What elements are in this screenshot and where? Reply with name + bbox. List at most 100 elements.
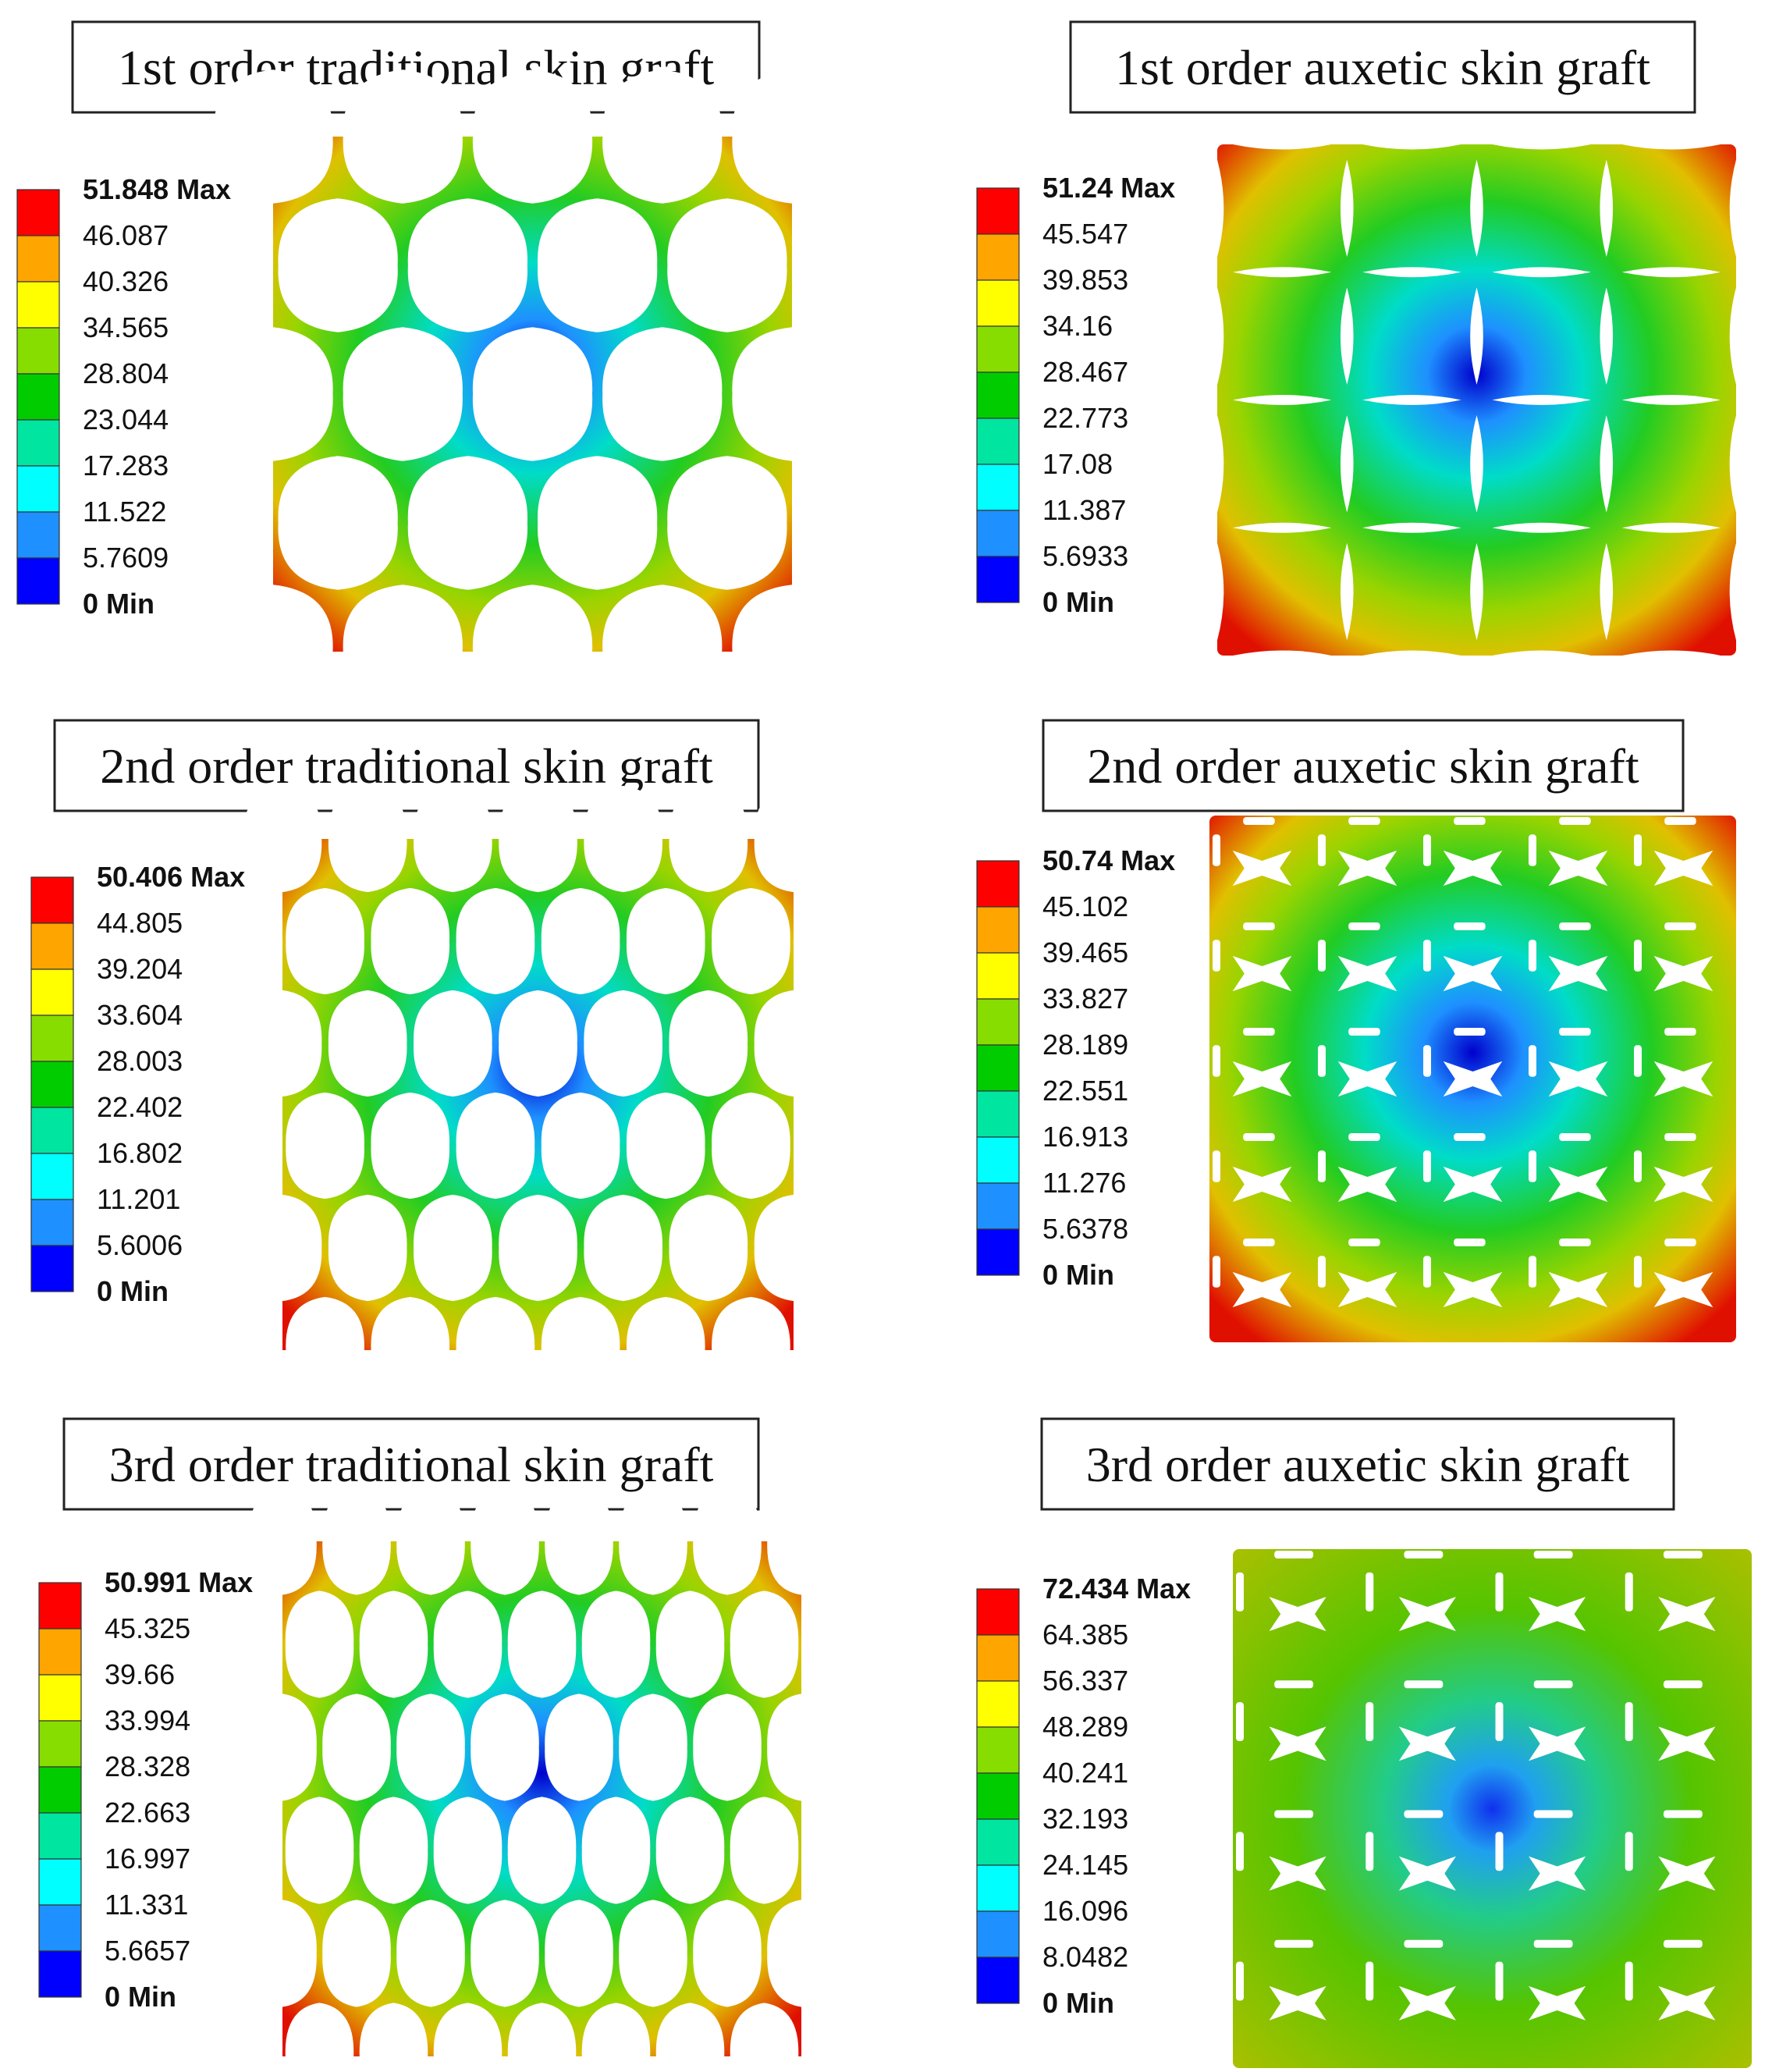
graft-cuts (1236, 1551, 1716, 2020)
lattice-hole (286, 1092, 364, 1199)
cut-slit (1729, 287, 1743, 385)
legend-label: 50.406 Max (97, 861, 245, 893)
legend-label: 28.003 (97, 1045, 183, 1077)
legend-label: 17.08 (1042, 448, 1113, 480)
legend-label: 22.402 (97, 1091, 183, 1123)
lattice-hole (285, 1590, 354, 1698)
lattice-hole (537, 456, 658, 590)
legend-label: 22.663 (105, 1797, 190, 1829)
legend-swatch (976, 187, 1020, 235)
lattice-hole (655, 2003, 725, 2072)
lattice-hole (545, 1900, 613, 2007)
lattice-hole (507, 1797, 577, 1904)
legend: 72.434 Max 64.385 56.337 48.289 40.241 32.193… (976, 1573, 1191, 2019)
legend-swatch (16, 511, 60, 559)
legend-label: 0 Min (97, 1275, 169, 1307)
cut-slit (1454, 1028, 1486, 1036)
cut-slit (1362, 394, 1461, 406)
graft-render (243, 785, 833, 1404)
cut-star (1443, 850, 1503, 887)
lattice-hole (472, 327, 593, 461)
cut-slit (1236, 1702, 1244, 1742)
legend-label: 17.283 (83, 450, 169, 482)
cut-slit (1533, 1680, 1573, 1689)
legend-label: 28.467 (1042, 356, 1128, 388)
cut-slit (1495, 1702, 1504, 1742)
graft-render (1233, 1549, 1752, 2068)
cut-slit (1634, 834, 1642, 866)
cut-slit (1559, 922, 1591, 930)
graft-field (1233, 1549, 1752, 2068)
lattice-hole (343, 327, 463, 461)
legend-swatch (976, 952, 1020, 1000)
cut-slit (1729, 670, 1743, 769)
cut-slit (1470, 287, 1483, 385)
graft-field (1217, 144, 1736, 656)
cut-slit (1365, 1702, 1374, 1742)
legend-label: 8.0482 (1042, 1941, 1128, 1973)
legend-label: 0 Min (1042, 1259, 1114, 1291)
cut-slit (1559, 817, 1591, 825)
cut-star (1398, 1856, 1456, 1891)
legend: 50.74 Max 45.102 39.465 33.827 28.189 22.551 1… (976, 844, 1175, 1291)
cut-slit (1495, 1832, 1504, 1871)
legend-swatch (976, 556, 1020, 603)
panel-5: 3rd order traditional skin graft 50.991 M… (38, 1417, 836, 2072)
legend-swatch (976, 233, 1020, 281)
cut-star (1337, 1166, 1397, 1203)
legend-label: 48.289 (1042, 1711, 1128, 1743)
legend: 51.848 Max 46.087 40.326 34.565 28.804 23.044… (16, 173, 231, 620)
legend-label: 0 Min (1042, 586, 1114, 618)
cut-slit (1232, 139, 1332, 150)
legend-swatch (976, 1726, 1020, 1774)
legend-swatch (976, 1680, 1020, 1728)
legend-label: 32.193 (1042, 1803, 1128, 1835)
legend-swatch (16, 189, 60, 236)
cut-slit (1492, 394, 1591, 406)
cut-slit (1454, 922, 1486, 930)
legend-label: 5.6657 (105, 1935, 190, 1967)
legend-label: 34.565 (83, 311, 169, 343)
cut-slit (1634, 1150, 1642, 1182)
cut-star (1529, 1856, 1586, 1891)
lattice-hole (545, 1693, 613, 1801)
legend-label: 0 Min (1042, 1987, 1114, 2019)
cut-slit (1318, 940, 1326, 972)
cut-slit (1243, 817, 1275, 825)
cut-slit (1318, 1150, 1326, 1182)
legend-swatch (16, 419, 60, 467)
lattice-hole (655, 1590, 725, 1698)
cut-slit (1232, 394, 1332, 406)
legend-swatch (30, 922, 74, 970)
cut-slit (1625, 1961, 1633, 2001)
cut-slit (1454, 817, 1486, 825)
cut-slit (1495, 1961, 1504, 2001)
legend-label: 40.326 (83, 265, 169, 297)
legend-label: 16.997 (105, 1843, 190, 1875)
legend-swatch (976, 1090, 1020, 1138)
legend-swatch (16, 327, 60, 375)
cut-star (1232, 1271, 1292, 1308)
cut-slit (1634, 940, 1642, 972)
legend-label: 51.24 Max (1042, 172, 1175, 204)
cut-star (1653, 1166, 1714, 1203)
cut-slit (1362, 650, 1461, 661)
legend-swatch (38, 1904, 82, 1952)
lattice-hole (667, 198, 787, 332)
lattice-hole (278, 198, 398, 332)
legend-swatch (38, 1766, 82, 1814)
cut-slit (1318, 1256, 1326, 1288)
lattice-hole (407, 456, 528, 590)
cut-slit (1236, 1961, 1244, 2001)
legend-swatch (976, 860, 1020, 908)
legend-swatch (976, 998, 1020, 1046)
legend-label: 50.74 Max (1042, 844, 1175, 876)
legend-swatch (38, 1582, 82, 1630)
cut-slit (1348, 1239, 1380, 1246)
cut-star (1398, 1985, 1456, 2020)
panel-title: 2nd order traditional skin graft (100, 738, 713, 794)
cut-star (1443, 1271, 1503, 1308)
cut-slit (1274, 1551, 1314, 1558)
legend-label: 44.805 (97, 907, 183, 939)
cut-slit (1529, 1150, 1536, 1182)
